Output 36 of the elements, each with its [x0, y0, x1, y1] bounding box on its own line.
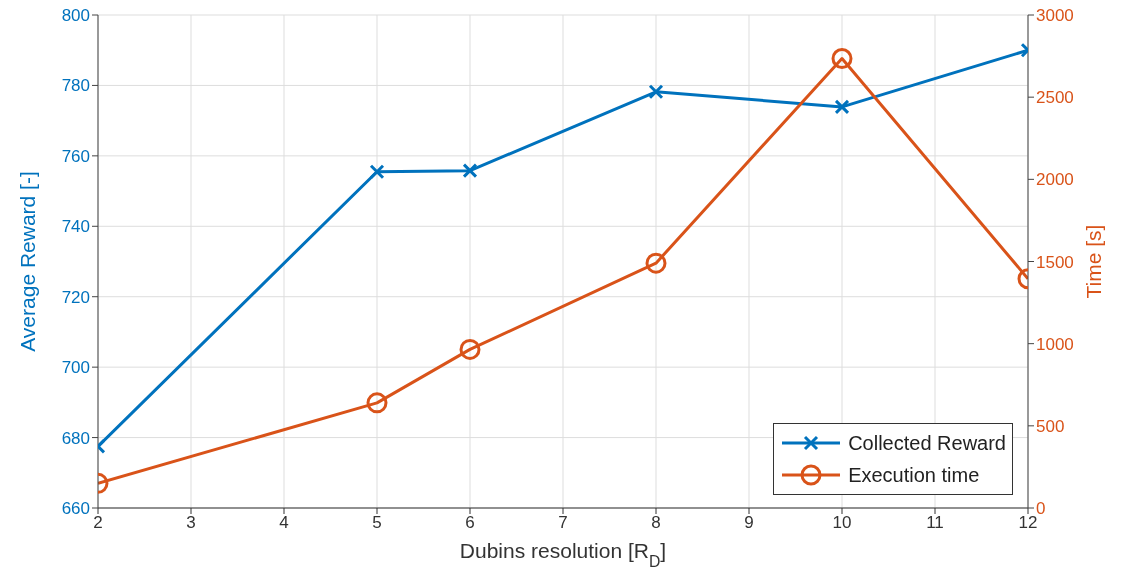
point — [462, 163, 478, 179]
x-axis-title: Dubins resolution [R$_{D}$] — [459, 539, 667, 570]
y2-tick-label: 1000 — [1036, 334, 1074, 354]
legend-label: Execution time — [848, 463, 980, 487]
point — [369, 164, 385, 180]
y-tick-label: 760 — [61, 146, 90, 166]
x-tick-label: 6 — [465, 513, 475, 533]
y-tick-label: 740 — [61, 217, 90, 237]
x-tick-label: 8 — [651, 513, 661, 533]
y2-tick-label: 0 — [1036, 499, 1046, 519]
x-tick-label: 2 — [93, 513, 103, 533]
y-tick-label: 800 — [61, 6, 90, 26]
y2-tick-label: 2500 — [1036, 88, 1074, 108]
point — [459, 338, 481, 360]
x-tick-label: 5 — [372, 513, 382, 533]
y-tick-label: 660 — [61, 499, 90, 519]
x-tick-label: 10 — [832, 513, 852, 533]
y2-tick-label: 500 — [1036, 416, 1065, 436]
y-tick-label: 680 — [61, 428, 90, 448]
y-tick-label: 780 — [61, 76, 90, 96]
y-tick-label: 720 — [61, 287, 90, 307]
x-tick-label: 12 — [1018, 513, 1038, 533]
x-tick-label: 11 — [926, 513, 944, 533]
point — [648, 84, 664, 100]
y-axis-title: Average Reward [-] — [16, 171, 40, 352]
y2-tick-label: 3000 — [1036, 6, 1074, 26]
y-tick-label: 700 — [61, 358, 90, 378]
x-tick-label: 3 — [186, 513, 196, 533]
x-tick-label: 4 — [279, 513, 289, 533]
y2-tick-label: 1500 — [1036, 252, 1074, 272]
legend-label: Collected Reward — [848, 431, 1006, 455]
point — [645, 252, 667, 274]
x-tick-label: 9 — [744, 513, 754, 533]
x-tick-label: 7 — [558, 513, 568, 533]
y2-tick-label: 2000 — [1036, 170, 1074, 190]
y2-axis-title: Time [s] — [1082, 224, 1106, 299]
